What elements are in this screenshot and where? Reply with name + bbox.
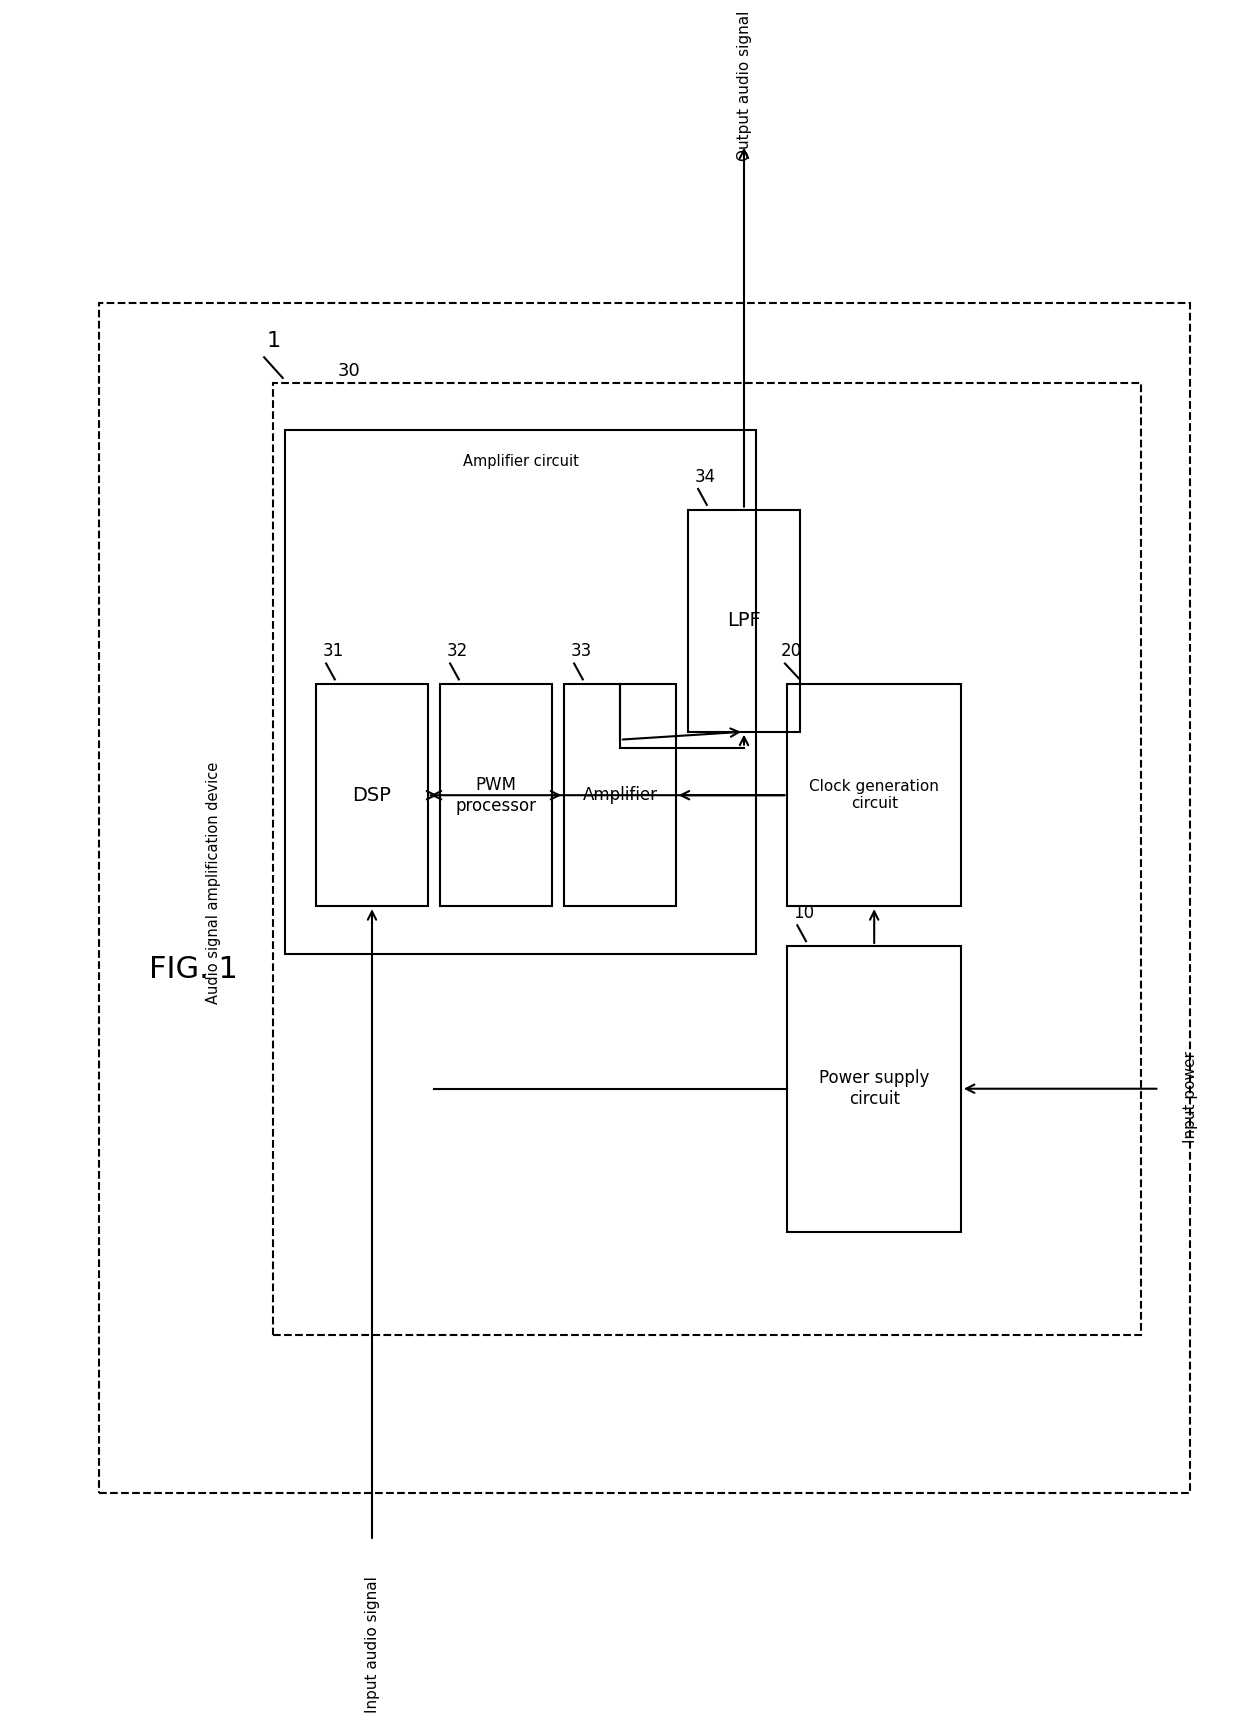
Text: PWM
processor: PWM processor — [455, 775, 537, 815]
Text: LPF: LPF — [727, 611, 761, 630]
Text: Input power: Input power — [1183, 1050, 1198, 1142]
Text: 31: 31 — [322, 642, 343, 661]
Text: DSP: DSP — [352, 785, 392, 804]
Text: 34: 34 — [694, 467, 715, 486]
Text: 20: 20 — [781, 642, 802, 661]
Text: Power supply
circuit: Power supply circuit — [818, 1069, 930, 1109]
Text: 1: 1 — [267, 330, 280, 351]
Text: Output audio signal: Output audio signal — [737, 10, 751, 161]
Text: Audio signal amplification device: Audio signal amplification device — [206, 761, 221, 1003]
Text: 32: 32 — [446, 642, 467, 661]
Text: FIG. 1: FIG. 1 — [149, 955, 238, 984]
Text: 10: 10 — [794, 905, 815, 922]
Text: 33: 33 — [570, 642, 591, 661]
Text: Clock generation
circuit: Clock generation circuit — [810, 778, 939, 811]
Text: Amplifier: Amplifier — [583, 785, 657, 804]
Text: Input audio signal: Input audio signal — [365, 1576, 379, 1713]
Text: Amplifier circuit: Amplifier circuit — [463, 453, 579, 469]
Text: 30: 30 — [337, 362, 360, 379]
